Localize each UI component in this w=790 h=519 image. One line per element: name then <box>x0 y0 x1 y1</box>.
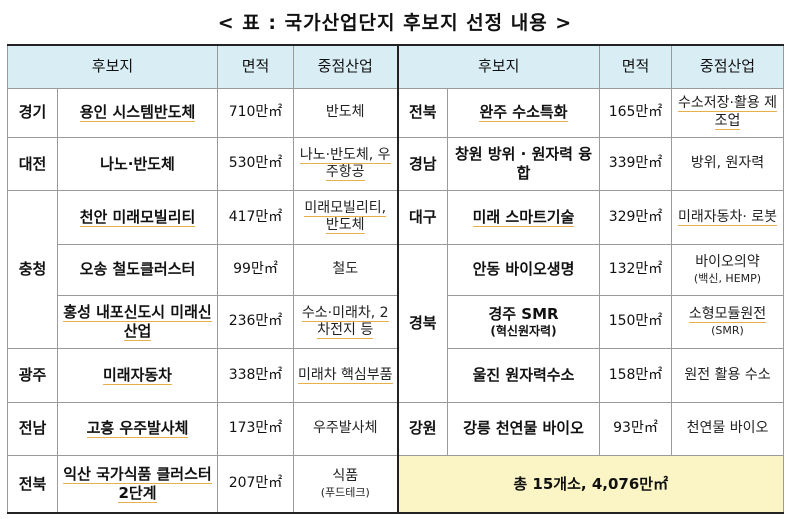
industry-cell: 소형모듈원전 (SMR) <box>671 294 784 350</box>
site-cell: 나노·반도체 <box>57 136 218 192</box>
header-area-left: 면적 <box>217 44 294 89</box>
area-cell: 173만㎡ <box>217 401 294 456</box>
area-cell: 338만㎡ <box>217 348 294 403</box>
area-cell: 236만㎡ <box>217 294 294 350</box>
area-cell: 417만㎡ <box>217 190 294 245</box>
site-cell: 울진 원자력수소 <box>447 348 600 403</box>
table-row: 광주 미래자동차 338만㎡ 미래차 핵심부품 울진 원자력수소 158만㎡ 원… <box>7 348 784 403</box>
industry-cell: 우주발사체 <box>293 401 399 456</box>
header-site-left: 후보지 <box>7 44 218 89</box>
area-cell: 530만㎡ <box>217 136 294 192</box>
table-row: 전북 익산 국가식품 클러스터 2단계 207만㎡ 식품 (푸드테크) 총 15… <box>7 454 784 514</box>
region-cell: 전북 <box>397 87 448 138</box>
industry-cell: 미래자동차· 로봇 <box>671 190 784 245</box>
header-industry-right: 중점산업 <box>671 44 784 89</box>
industry-cell: 수소·미래차, 2차전지 등 <box>293 294 399 350</box>
site-cell: 미래 스마트기술 <box>447 190 600 245</box>
region-cell: 경기 <box>7 87 58 138</box>
industry-cell: 나노·반도체, 우주항공 <box>293 136 399 192</box>
region-cell: 경북 <box>397 243 448 403</box>
area-cell: 207만㎡ <box>217 454 294 514</box>
site-cell: 고흥 우주발사체 <box>57 401 218 456</box>
total-summary: 총 15개소, 4,076만㎡ <box>397 454 784 514</box>
industry-cell: 수소저장·활용 제조업 <box>671 87 784 138</box>
site-cell: 익산 국가식품 클러스터 2단계 <box>57 454 218 514</box>
candidate-sites-table: 후보지 면적 중점산업 후보지 면적 중점산업 경기 용인 시스템반도체 710… <box>7 44 784 514</box>
industry-cell: 천연물 바이오 <box>671 401 784 456</box>
table-row: 경기 용인 시스템반도체 710만㎡ 반도체 전북 완주 수소특화 165만㎡ … <box>7 87 784 138</box>
site-cell: 창원 방위 · 원자력 융합 <box>447 136 600 192</box>
header-industry-left: 중점산업 <box>293 44 399 89</box>
site-cell: 완주 수소특화 <box>447 87 600 138</box>
region-cell: 충청 <box>7 190 58 350</box>
industry-cell: 바이오의약 (백신, HEMP) <box>671 243 784 296</box>
region-cell: 강원 <box>397 401 448 456</box>
site-cell: 경주 SMR (혁신원자력) <box>447 294 600 350</box>
header-row: 후보지 면적 중점산업 후보지 면적 중점산업 <box>7 44 784 89</box>
area-cell: 158만㎡ <box>599 348 672 403</box>
area-cell: 99만㎡ <box>217 243 294 296</box>
industry-cell: 철도 <box>293 243 399 296</box>
area-cell: 150만㎡ <box>599 294 672 350</box>
site-cell: 천안 미래모빌리티 <box>57 190 218 245</box>
region-cell: 전북 <box>7 454 58 514</box>
table-row: 오송 철도클러스터 99만㎡ 철도 경북 안동 바이오생명 132만㎡ 바이오의… <box>8 243 784 403</box>
industry-cell: 원전 활용 수소 <box>671 348 784 403</box>
table-title: < 표 : 국가산업단지 후보지 선정 내용 > <box>217 12 573 34</box>
region-cell: 대구 <box>397 190 448 245</box>
header-area-right: 면적 <box>599 44 672 89</box>
region-cell: 경남 <box>397 136 448 192</box>
table-row: 전남 고흥 우주발사체 173만㎡ 우주발사체 강원 강릉 천연물 바이오 93… <box>7 401 784 456</box>
industry-cell: 미래모빌리티, 반도체 <box>293 190 399 245</box>
region-cell: 전남 <box>7 401 58 456</box>
header-site-right: 후보지 <box>397 44 600 89</box>
site-cell: 오송 철도클러스터 <box>57 243 218 296</box>
site-cell: 강릉 천연물 바이오 <box>447 401 600 456</box>
industry-cell: 미래차 핵심부품 <box>293 348 399 403</box>
industry-cell: 방위, 원자력 <box>671 136 784 192</box>
site-cell: 미래자동차 <box>57 348 218 403</box>
table-row: 홍성 내포신도시 미래신산업 236만㎡ 수소·미래차, 2차전지 등 경주 S… <box>8 294 784 350</box>
site-cell: 안동 바이오생명 <box>447 243 600 296</box>
area-cell: 93만㎡ <box>599 401 672 456</box>
table-row: 충청 천안 미래모빌리티 417만㎡ 미래모빌리티, 반도체 대구 미래 스마트… <box>7 190 784 350</box>
region-cell: 대전 <box>7 136 58 192</box>
area-cell: 132만㎡ <box>599 243 672 296</box>
area-cell: 165만㎡ <box>599 87 672 138</box>
site-cell: 홍성 내포신도시 미래신산업 <box>57 294 218 350</box>
site-cell: 용인 시스템반도체 <box>57 87 218 138</box>
area-cell: 339만㎡ <box>599 136 672 192</box>
region-cell: 광주 <box>7 348 58 403</box>
area-cell: 710만㎡ <box>217 87 294 138</box>
area-cell: 329만㎡ <box>599 190 672 245</box>
table-row: 대전 나노·반도체 530만㎡ 나노·반도체, 우주항공 경남 창원 방위 · … <box>7 136 784 192</box>
industry-cell: 반도체 <box>293 87 399 138</box>
industry-cell: 식품 (푸드테크) <box>293 454 399 514</box>
